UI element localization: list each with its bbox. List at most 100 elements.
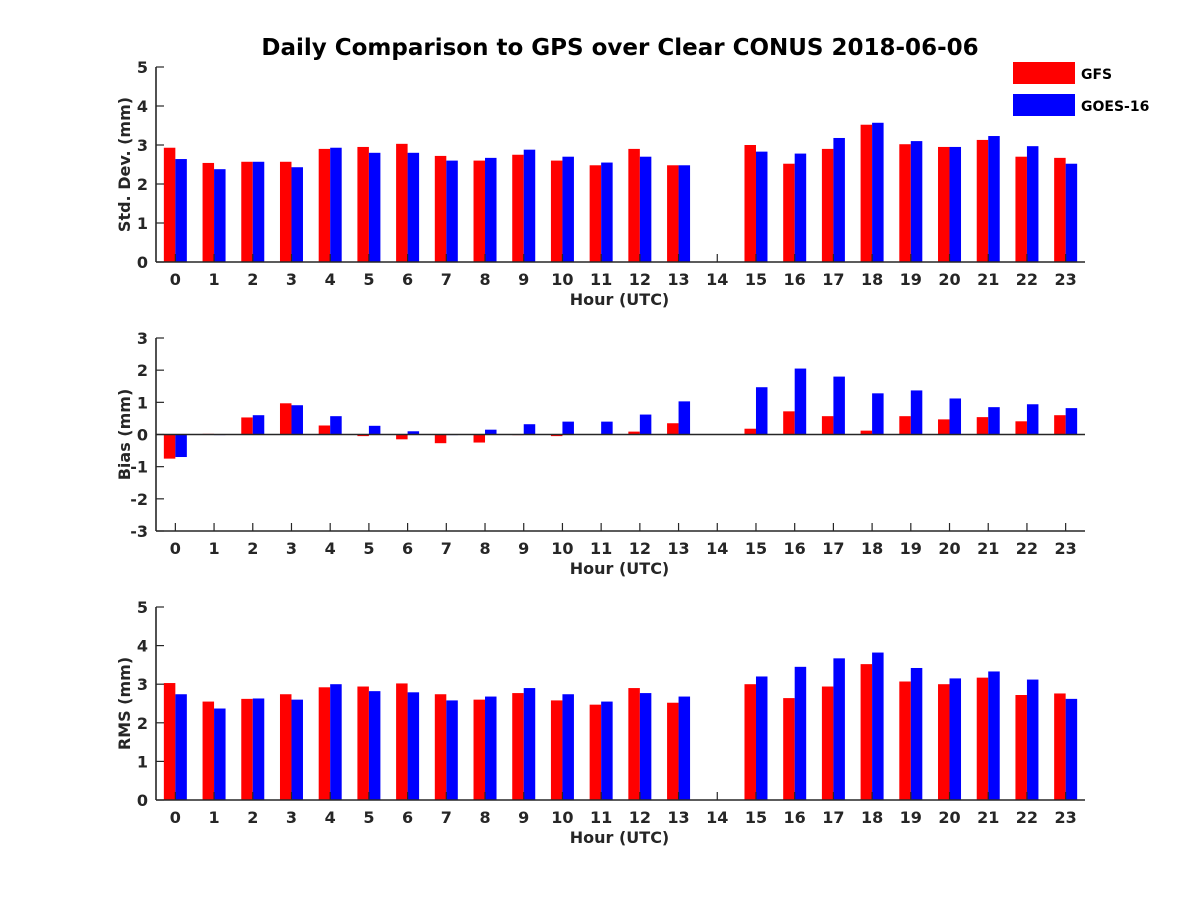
bar-goes16-hour-7 [446, 160, 458, 262]
x-tick-label: 23 [1055, 270, 1077, 289]
x-tick-label: 7 [441, 808, 452, 827]
y-tick-label: -1 [130, 458, 148, 477]
bar-goes16-hour-4 [330, 684, 342, 800]
bar-goes16-hour-5 [368, 425, 381, 435]
bar-goes16-hour-8 [485, 157, 497, 262]
bar-goes16-hour-2 [252, 161, 265, 262]
x-tick-label: 12 [629, 270, 651, 289]
bar-goes16-hour-18 [872, 122, 884, 263]
bar-gfs-hour-22 [1015, 156, 1027, 262]
bar-goes16-hour-19 [910, 390, 923, 435]
bar-gfs-hour-4 [318, 425, 331, 435]
x-tick-label: 10 [551, 808, 573, 827]
bar-gfs-hour-17 [821, 416, 834, 435]
bar-gfs-hour-1 [202, 162, 215, 262]
bar-gfs-hour-23 [1054, 693, 1066, 800]
x-tick-label: 3 [286, 539, 297, 558]
bar-gfs-hour-3 [279, 403, 292, 435]
x-tick-label: 22 [1016, 270, 1038, 289]
bar-goes16-hour-4 [330, 147, 342, 262]
bar-gfs-hour-23 [1054, 157, 1066, 262]
bar-gfs-hour-19 [899, 416, 911, 435]
bar-gfs-hour-16 [783, 163, 795, 262]
bar-gfs-hour-5 [357, 146, 369, 262]
x-tick-label: 17 [822, 808, 844, 827]
y-tick-label: 3 [137, 136, 148, 155]
bar-goes16-hour-19 [910, 141, 923, 262]
x-tick-label: 20 [938, 270, 960, 289]
bar-goes16-hour-1 [214, 708, 226, 800]
bar-gfs-hour-0 [163, 434, 176, 459]
x-tick-label: 10 [551, 270, 573, 289]
bar-gfs-hour-7 [434, 155, 447, 262]
bar-gfs-hour-12 [628, 148, 640, 262]
bar-gfs-hour-6 [396, 683, 408, 800]
bar-goes16-hour-20 [949, 146, 962, 262]
bar-gfs-hour-1 [202, 701, 215, 800]
y-tick-label: 0 [137, 426, 148, 445]
y-tick-label: 2 [137, 175, 148, 194]
x-tick-label: 18 [861, 270, 883, 289]
x-tick-label: 18 [861, 808, 883, 827]
bar-goes16-hour-18 [872, 393, 884, 435]
bar-gfs-hour-19 [899, 144, 911, 262]
bar-gfs-hour-17 [821, 686, 834, 800]
bar-gfs-hour-15 [744, 684, 756, 800]
x-tick-label: 2 [247, 808, 258, 827]
x-tick-label: 19 [900, 808, 922, 827]
y-tick-label: -3 [130, 522, 148, 541]
x-tick-label: 2 [247, 539, 258, 558]
bar-goes16-hour-12 [639, 693, 652, 800]
x-tick-label: 5 [363, 270, 374, 289]
bar-gfs-hour-6 [396, 143, 408, 262]
x-tick-label: 4 [325, 270, 336, 289]
legend-label-gfs: GFS [1081, 67, 1112, 83]
bar-gfs-hour-3 [279, 694, 292, 800]
x-tick-label: 16 [784, 539, 806, 558]
x-tick-label: 8 [479, 270, 490, 289]
bar-goes16-hour-15 [755, 676, 768, 800]
bar-goes16-hour-2 [252, 698, 265, 800]
x-tick-label: 13 [667, 270, 689, 289]
bar-gfs-hour-18 [860, 124, 873, 262]
y-tick-label: 0 [137, 253, 148, 272]
bar-gfs-hour-9 [512, 154, 524, 262]
bar-gfs-hour-8 [473, 434, 486, 443]
x-tick-label: 1 [208, 539, 219, 558]
bar-goes16-hour-10 [562, 421, 574, 435]
bar-goes16-hour-16 [794, 153, 807, 262]
x-tick-label: 8 [479, 539, 490, 558]
y-tick-label: 4 [137, 97, 148, 116]
x-axis-label: Hour (UTC) [570, 290, 670, 309]
bar-gfs-hour-10 [550, 160, 563, 262]
bar-goes16-hour-0 [175, 434, 187, 458]
bar-gfs-hour-16 [783, 698, 795, 800]
bar-goes16-hour-23 [1065, 163, 1078, 262]
bar-goes16-hour-11 [601, 162, 613, 262]
bar-goes16-hour-11 [601, 701, 613, 800]
bar-goes16-hour-12 [639, 156, 652, 262]
bar-goes16-hour-21 [988, 136, 1000, 262]
bar-gfs-hour-12 [628, 688, 640, 800]
x-tick-label: 22 [1016, 539, 1038, 558]
bar-gfs-hour-19 [899, 681, 911, 800]
x-tick-label: 17 [822, 539, 844, 558]
y-axis-label: RMS (mm) [115, 657, 134, 750]
x-tick-label: 7 [441, 539, 452, 558]
x-tick-label: 20 [938, 539, 960, 558]
bar-gfs-hour-13 [667, 423, 679, 435]
bar-goes16-hour-3 [291, 405, 303, 435]
x-tick-label: 12 [629, 808, 651, 827]
bar-gfs-hour-0 [163, 147, 176, 262]
bar-goes16-hour-6 [407, 692, 420, 800]
bar-goes16-hour-6 [407, 431, 420, 435]
x-tick-label: 14 [706, 270, 728, 289]
bar-gfs-hour-20 [938, 419, 950, 435]
bar-gfs-hour-11 [589, 704, 602, 800]
x-tick-label: 11 [590, 270, 612, 289]
x-tick-label: 2 [247, 270, 258, 289]
x-tick-label: 21 [977, 808, 999, 827]
bar-gfs-hour-22 [1015, 421, 1027, 435]
